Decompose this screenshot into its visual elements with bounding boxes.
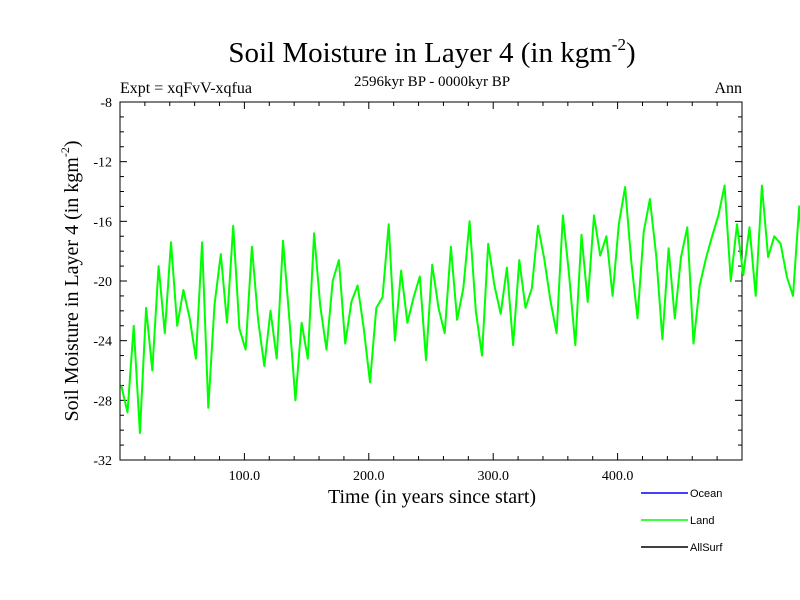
y-tick-label: -12 bbox=[93, 156, 112, 171]
x-tick-label: 200.0 bbox=[353, 469, 385, 484]
x-tick-label: 400.0 bbox=[602, 469, 634, 484]
y-tick-label: -32 bbox=[93, 454, 112, 469]
y-tick-label: -16 bbox=[93, 215, 112, 230]
y-tick-label: -20 bbox=[93, 275, 112, 290]
legend: Ocean Land AllSurf bbox=[641, 488, 723, 554]
legend-label-allsurf: AllSurf bbox=[690, 542, 723, 554]
y-tick-label: -28 bbox=[93, 394, 112, 409]
y-tick-label: -8 bbox=[100, 96, 112, 111]
subtitle-right: Ann bbox=[714, 80, 742, 97]
ticks-layer: -32 -28 -24 -20 -16 -12 -8 100.0 200.0 300.0 400.0 bbox=[93, 96, 742, 484]
y-axis-label: Soil Moisture in Layer 4 (in kgm-2) bbox=[58, 140, 83, 421]
y-tick-label: -24 bbox=[93, 335, 112, 350]
x-tick-label: 100.0 bbox=[229, 469, 261, 484]
legend-label-land: Land bbox=[690, 515, 714, 527]
subtitle-left: Expt = xqFvV-xqfua bbox=[120, 80, 252, 97]
chart-title: Soil Moisture in Layer 4 (in kgm-2) bbox=[228, 35, 635, 69]
subtitle-center: 2596kyr BP - 0000kyr BP bbox=[354, 74, 510, 90]
legend-label-ocean: Ocean bbox=[690, 488, 722, 500]
series-line-land bbox=[120, 184, 800, 435]
x-tick-label: 300.0 bbox=[477, 469, 509, 484]
x-axis-label: Time (in years since start) bbox=[328, 486, 536, 508]
series-layer bbox=[120, 184, 800, 435]
